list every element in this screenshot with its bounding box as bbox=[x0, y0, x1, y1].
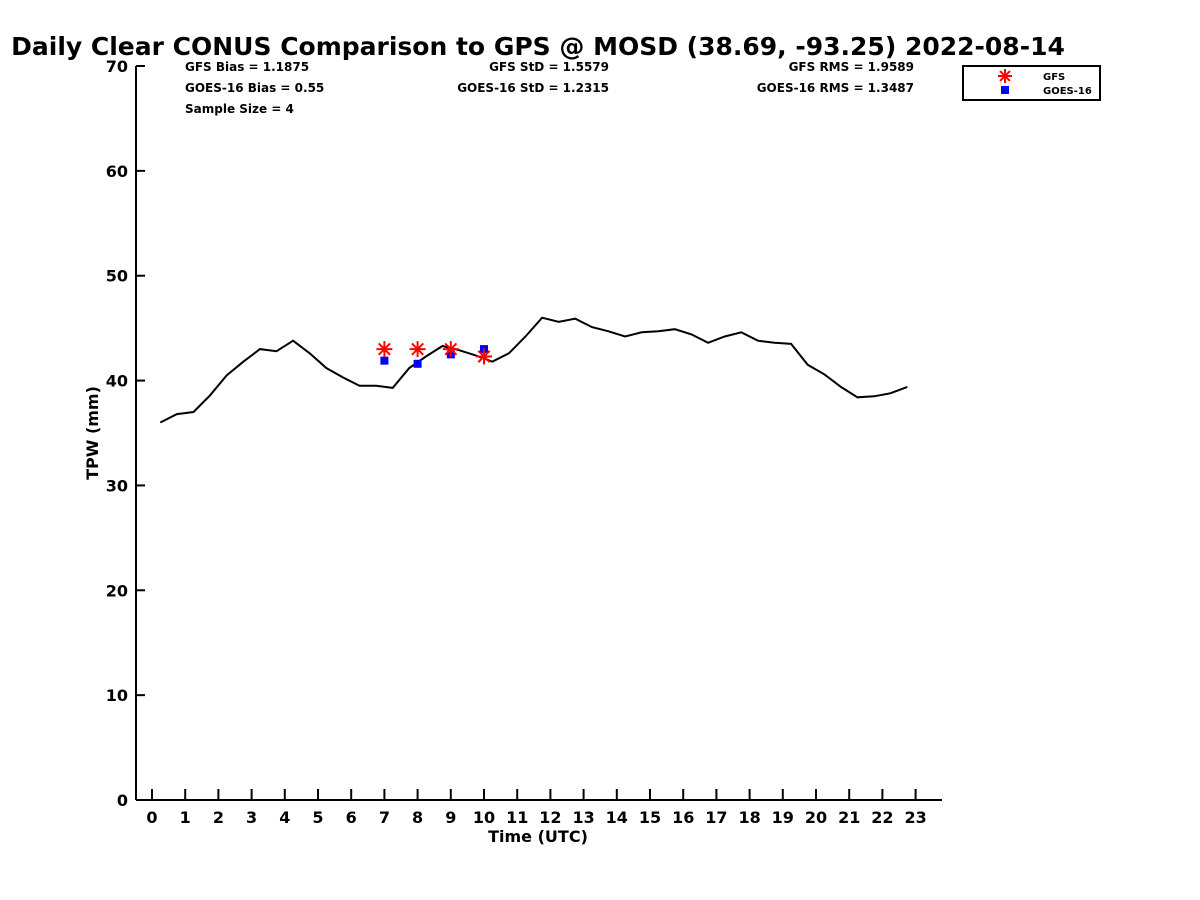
gps-tpw-line bbox=[159, 316, 908, 424]
x-tick-label: 4 bbox=[279, 808, 290, 827]
x-tick-label: 23 bbox=[904, 808, 926, 827]
x-tick-label: 3 bbox=[246, 808, 257, 827]
goes-bias-text: GOES-16 Bias = 0.55 bbox=[185, 81, 324, 95]
asterisk-stroke bbox=[999, 70, 1011, 82]
x-tick-label: 2 bbox=[213, 808, 224, 827]
x-tick-label: 14 bbox=[606, 808, 628, 827]
gfs-rms-text: GFS RMS = 1.9589 bbox=[789, 60, 914, 74]
y-tick-label: 20 bbox=[106, 581, 128, 600]
y-tick-label: 30 bbox=[106, 476, 128, 495]
x-tick-label: 16 bbox=[672, 808, 694, 827]
x-tick-label: 6 bbox=[346, 808, 357, 827]
y-tick-label: 50 bbox=[106, 267, 128, 286]
y-tick-label: 60 bbox=[106, 162, 128, 181]
x-tick-label: 5 bbox=[312, 808, 323, 827]
x-tick-label: 20 bbox=[805, 808, 827, 827]
x-axis-label: Time (UTC) bbox=[488, 827, 588, 846]
y-tick-label: 10 bbox=[106, 686, 128, 705]
legend-goes-marker bbox=[1001, 86, 1009, 94]
gfs-point bbox=[409, 341, 426, 358]
asterisk-stroke bbox=[444, 342, 458, 356]
gfs-point bbox=[442, 341, 459, 358]
x-ticks: 0 1 2 3 4 5 6 7 8 9 10 11 12 13 14 15 16 17 18 19 20 21 22 23 bbox=[146, 789, 927, 827]
chart-title: Daily Clear CONUS Comparison to GPS @ MO… bbox=[11, 32, 1065, 61]
plot-area bbox=[159, 316, 908, 424]
y-tick-label: 70 bbox=[106, 57, 128, 76]
x-tick-label: 8 bbox=[412, 808, 423, 827]
gfs-point bbox=[476, 348, 492, 365]
goes-std-text: GOES-16 StD = 1.2315 bbox=[457, 81, 609, 95]
legend: GFS GOES-16 bbox=[962, 65, 1101, 101]
y-tick-label: 40 bbox=[106, 372, 128, 391]
x-tick-label: 0 bbox=[146, 808, 157, 827]
sample-size-text: Sample Size = 4 bbox=[185, 102, 294, 116]
x-tick-label: 17 bbox=[705, 808, 727, 827]
x-tick-label: 19 bbox=[772, 808, 794, 827]
y-axis-label: TPW (mm) bbox=[83, 386, 102, 480]
legend-gfs-asterisk bbox=[998, 69, 1012, 83]
x-tick-label: 22 bbox=[871, 808, 893, 827]
x-tick-label: 12 bbox=[539, 808, 561, 827]
x-tick-label: 15 bbox=[639, 808, 661, 827]
legend-gfs-marker bbox=[998, 69, 1012, 83]
x-tick-label: 18 bbox=[738, 808, 760, 827]
x-tick-label: 21 bbox=[838, 808, 860, 827]
goes16-point bbox=[380, 356, 389, 365]
x-tick-label: 10 bbox=[473, 808, 495, 827]
legend-gfs-label: GFS bbox=[1043, 72, 1065, 83]
asterisk-stroke bbox=[477, 350, 491, 363]
legend-goes-label: GOES-16 bbox=[1043, 86, 1092, 97]
gfs-bias-text: GFS Bias = 1.1875 bbox=[185, 60, 309, 74]
x-tick-label: 9 bbox=[445, 808, 456, 827]
y-tick-label: 0 bbox=[117, 791, 128, 810]
goes-rms-text: GOES-16 RMS = 1.3487 bbox=[757, 81, 914, 95]
gfs-point bbox=[376, 341, 393, 358]
goes16-point bbox=[413, 359, 422, 368]
asterisk-stroke bbox=[378, 342, 391, 356]
axes bbox=[135, 66, 942, 801]
y-ticks: 0 10 20 30 40 50 60 70 bbox=[106, 57, 145, 810]
x-tick-label: 11 bbox=[506, 808, 528, 827]
asterisk-stroke bbox=[411, 342, 424, 356]
gfs-std-text: GFS StD = 1.5579 bbox=[489, 60, 609, 74]
x-tick-label: 1 bbox=[180, 808, 191, 827]
legend-box bbox=[962, 65, 1101, 101]
x-tick-label: 7 bbox=[379, 808, 390, 827]
x-tick-label: 13 bbox=[572, 808, 594, 827]
